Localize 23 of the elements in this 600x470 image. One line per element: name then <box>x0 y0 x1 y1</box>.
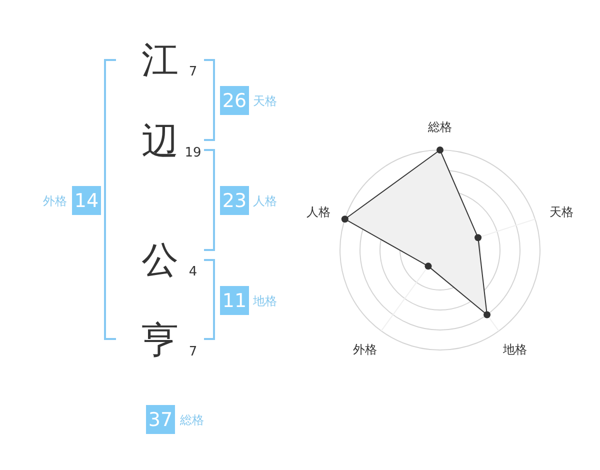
text: 37 <box>148 409 173 431</box>
text: 総格 <box>179 413 204 427</box>
spoke-label: 天格 <box>550 204 574 219</box>
text: 23 <box>222 190 247 212</box>
spoke-label: 人格 <box>306 204 330 219</box>
text: 天格 <box>253 94 277 108</box>
spoke-label: 総格 <box>427 120 452 134</box>
text: 外格 <box>43 194 67 208</box>
text: 26 <box>222 90 247 112</box>
data-label: 7 <box>188 344 198 360</box>
category-label: 辺 <box>142 120 178 162</box>
text: 14 <box>74 190 99 212</box>
data-label: 4 <box>188 264 198 280</box>
text: 人格 <box>253 194 277 208</box>
spoke-label: 地格 <box>502 342 528 357</box>
text: 地格 <box>252 294 277 308</box>
data-label: 19 <box>184 146 202 160</box>
data-label: 7 <box>188 64 198 80</box>
text: 11 <box>222 290 247 312</box>
category-label: 公 <box>142 238 178 282</box>
spoke-label: 外格 <box>352 342 377 357</box>
category-label: 亨 <box>142 318 178 362</box>
category-label: 江 <box>142 38 178 82</box>
